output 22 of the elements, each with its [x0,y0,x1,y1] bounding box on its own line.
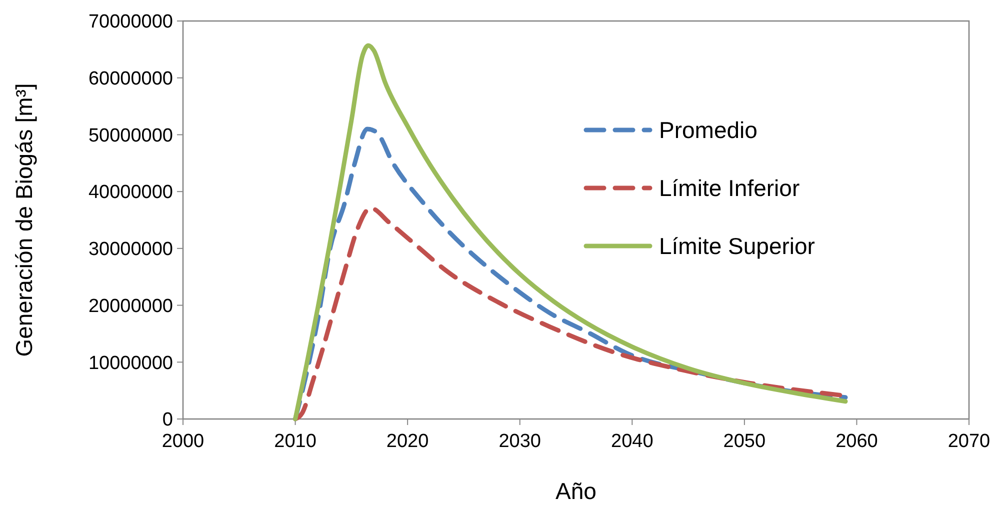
y-tick-label: 0 [162,410,173,431]
y-tick-label: 60000000 [88,68,173,90]
x-tick-label: 2010 [274,431,316,452]
y-tick-label: 30000000 [88,239,173,260]
x-tick-label: 2020 [386,431,429,452]
y-tick-label: 10000000 [88,352,173,374]
line-series [293,43,848,422]
legend-label: Límite Inferior [659,175,800,202]
x-axis-title: Año [556,478,596,504]
y-tick-label: 40000000 [88,182,173,204]
x-tick-label: 2060 [836,431,878,452]
y-tick-label: 70000000 [88,12,173,33]
legend-label: Límite Superior [659,233,816,260]
x-tick-label: 2000 [162,431,204,452]
x-tick-label: 2030 [498,431,541,452]
y-tick-label: 20000000 [88,296,173,317]
y-tick-label: 50000000 [88,125,173,146]
x-tick-label: 2040 [611,431,654,452]
legend-label: Promedio [659,117,758,144]
x-tick-label: 2070 [948,431,990,452]
y-axis-title: Generación de Biogás [m³] [11,83,37,357]
x-tick-label: 2050 [723,431,766,452]
